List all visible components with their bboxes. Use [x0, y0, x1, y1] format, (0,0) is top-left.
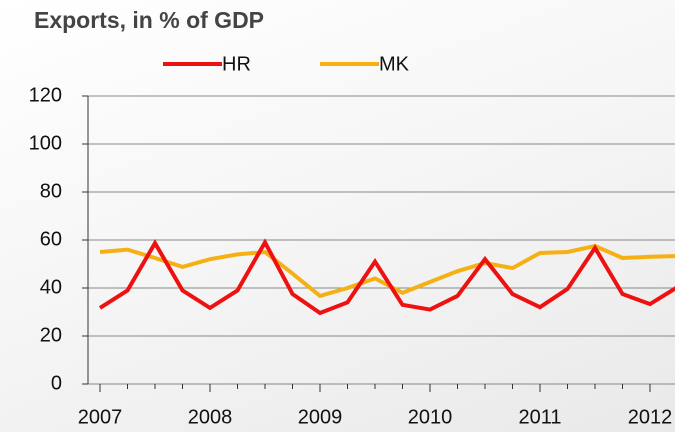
y-tick-label: 120 [29, 84, 62, 106]
x-tick-label: 2008 [188, 406, 233, 428]
y-tick-label: 40 [40, 276, 62, 298]
legend-label: HR [222, 53, 251, 75]
y-tick-label: 60 [40, 228, 62, 250]
x-tick-label: 2009 [298, 406, 343, 428]
y-tick-label: 100 [29, 132, 62, 154]
y-tick-label: 20 [40, 324, 62, 346]
chart-title: Exports, in % of GDP [34, 7, 264, 33]
legend: HR MK [163, 53, 410, 75]
y-tick-label: 0 [51, 372, 62, 394]
legend-label: MK [379, 53, 410, 75]
x-tick-label: 2007 [78, 406, 123, 428]
y-tick-label: 80 [40, 180, 62, 202]
x-tick-label: 2011 [518, 406, 561, 428]
line-series [98, 238, 675, 316]
x-tick-label: 2010 [408, 406, 453, 428]
x-tick-label: 2012 [628, 406, 673, 428]
